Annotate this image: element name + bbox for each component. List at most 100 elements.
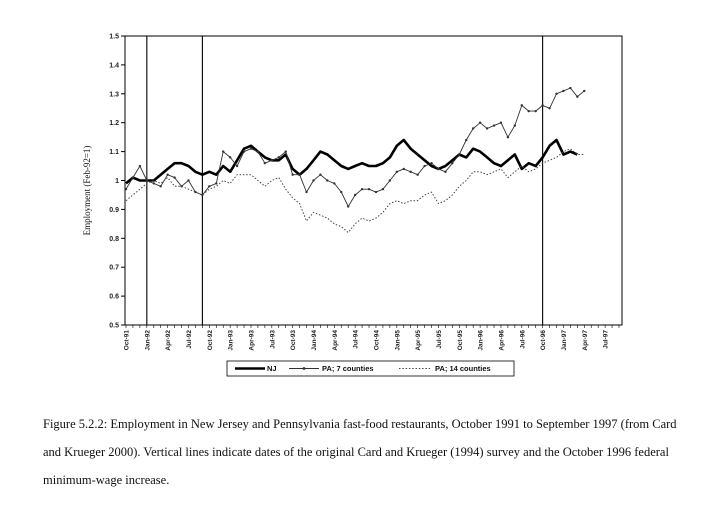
legend-label-3: PA; 14 counties xyxy=(435,364,491,373)
x-tick-label: Jul-95 xyxy=(436,330,443,349)
figure-caption: Figure 5.2.2: Employment in New Jersey a… xyxy=(43,417,677,487)
data-point xyxy=(138,164,142,168)
x-tick-label: Jul-94 xyxy=(353,330,360,349)
data-point xyxy=(360,187,364,191)
data-point xyxy=(430,161,433,165)
x-tick-label: Apr-97 xyxy=(582,330,589,351)
data-point xyxy=(263,161,267,165)
x-tick-label: Jan-92 xyxy=(144,330,151,351)
x-tick-label: Jul-97 xyxy=(603,330,610,349)
x-tick-label: Jul-96 xyxy=(519,330,526,349)
series-line-1 xyxy=(125,138,578,185)
x-tick-label: Jan-95 xyxy=(394,330,401,351)
data-point xyxy=(485,127,489,130)
data-point xyxy=(305,190,308,194)
data-point xyxy=(583,89,586,93)
data-point xyxy=(416,173,419,176)
y-axis-label: Employment (Feb-92=1) xyxy=(82,146,92,236)
x-tick-label: Jan-93 xyxy=(228,330,235,351)
data-point xyxy=(152,182,155,185)
data-point xyxy=(492,124,496,127)
data-point xyxy=(284,150,287,153)
data-point xyxy=(256,150,260,153)
x-tick-label: Oct-96 xyxy=(540,330,547,351)
x-tick-label: Apr-92 xyxy=(165,330,172,351)
legend-box xyxy=(226,360,515,377)
data-point xyxy=(277,156,280,159)
data-point xyxy=(270,159,274,162)
data-point xyxy=(541,104,544,107)
data-point xyxy=(437,167,440,171)
x-tick-label: Jan-96 xyxy=(478,330,485,351)
data-point xyxy=(166,173,169,176)
data-point xyxy=(298,173,301,176)
legend-label-1: NJ xyxy=(267,364,277,373)
legend-label-2: PA; 7 counties xyxy=(322,364,374,373)
y-tick-label: 0.5 xyxy=(109,323,119,330)
data-point xyxy=(451,161,454,165)
data-point xyxy=(555,92,558,96)
y-tick-label: 1.4 xyxy=(109,62,119,69)
data-point xyxy=(222,150,225,153)
data-point xyxy=(235,164,239,168)
data-point xyxy=(562,89,565,93)
data-point xyxy=(353,193,357,197)
data-point xyxy=(173,176,176,179)
y-tick-label: 0.6 xyxy=(109,294,119,301)
data-point xyxy=(548,107,551,110)
x-tick-label: Oct-92 xyxy=(207,330,214,351)
data-point xyxy=(346,205,350,208)
data-point xyxy=(458,153,461,156)
x-tick-label: Jul-93 xyxy=(269,330,276,349)
data-point xyxy=(409,170,412,174)
data-point xyxy=(520,104,523,107)
series-line-2 xyxy=(125,87,585,207)
x-tick-label: Apr-96 xyxy=(498,330,505,351)
data-point xyxy=(465,138,468,142)
chart: 0.5 0.6 0.7 0.8 0.9 1 1.1 1.2 1.3 1.4 1.5 Oct-91 Jan… xyxy=(82,34,623,377)
data-point xyxy=(506,135,510,139)
data-point xyxy=(159,185,162,188)
data-point xyxy=(367,187,371,191)
x-tick-label: Oct-93 xyxy=(290,330,297,351)
data-point xyxy=(478,121,482,124)
data-point xyxy=(395,170,399,174)
x-tick-label: Apr-95 xyxy=(415,330,422,351)
data-point xyxy=(444,170,447,174)
x-tick-label: Jul-92 xyxy=(186,330,193,349)
x-tick-label: Oct-91 xyxy=(124,330,131,351)
x-tick-label: Apr-93 xyxy=(248,330,255,351)
data-point xyxy=(402,167,405,171)
data-point xyxy=(381,187,385,191)
x-tick-label: Jan-94 xyxy=(311,330,318,351)
y-tick-label: 0.7 xyxy=(109,265,119,272)
data-point xyxy=(388,179,392,182)
y-tick-label: 0.8 xyxy=(109,236,119,243)
data-point xyxy=(326,179,329,182)
series-line-3 xyxy=(125,148,585,233)
data-point xyxy=(576,95,579,98)
data-point xyxy=(208,185,211,188)
data-point xyxy=(527,109,530,113)
data-point xyxy=(187,179,190,182)
data-point xyxy=(569,86,572,90)
data-point xyxy=(471,127,475,130)
plot-frame xyxy=(124,35,623,326)
x-tick-label: Oct-95 xyxy=(457,330,464,351)
x-tick-label: Jan-97 xyxy=(561,330,568,351)
data-point xyxy=(249,147,253,150)
x-tick-label: Oct-94 xyxy=(373,330,380,351)
data-point xyxy=(312,179,315,182)
y-tick-label: 1.3 xyxy=(109,91,119,98)
data-point xyxy=(534,109,537,113)
data-point xyxy=(333,182,336,185)
data-point xyxy=(319,173,322,176)
y-tick-label: 1 xyxy=(115,178,119,185)
data-point xyxy=(499,121,503,124)
legend-marker xyxy=(302,367,306,370)
y-tick-label: 1.1 xyxy=(109,149,119,156)
x-tick-label: Apr-94 xyxy=(332,330,339,351)
data-point xyxy=(145,179,149,182)
y-tick-label: 1.2 xyxy=(109,120,119,127)
